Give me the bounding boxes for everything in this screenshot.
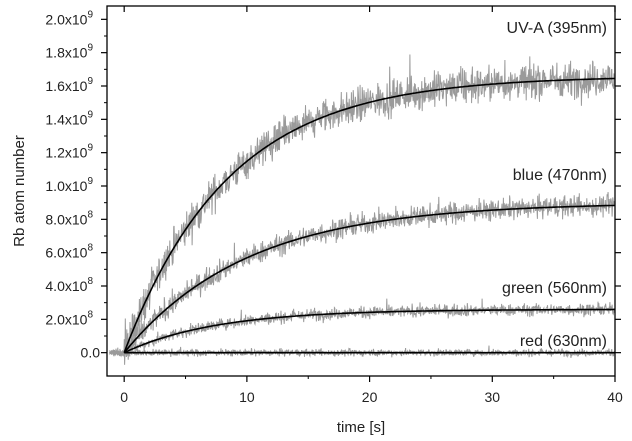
series-label-0: UV-A (395nm) (507, 20, 607, 37)
ticks-layer (101, 6, 621, 382)
series-1-data (109, 192, 616, 358)
series-0-fit (123, 77, 615, 353)
series-label-1: blue (470nm) (513, 167, 607, 184)
fit-layer (123, 77, 616, 354)
y-tick-label: 1.8x109 (45, 43, 93, 61)
x-tick-label: 10 (239, 389, 255, 405)
series-label-2: green (560nm) (502, 280, 607, 297)
series-0-data (109, 54, 616, 365)
y-tick-label: 6.0x108 (45, 243, 93, 261)
y-tick-label: 8.0x108 (45, 209, 93, 227)
y-tick-label: 4.0x108 (45, 276, 93, 294)
x-tick-label: 40 (607, 389, 623, 405)
labels-layer: UV-A (395nm) blue (470nm) green (560nm) red… (45, 9, 623, 405)
series-3-data (109, 345, 616, 359)
data-layer (109, 54, 616, 365)
plot-frame (106, 5, 616, 377)
x-tick-label: 0 (120, 389, 128, 405)
x-tick-label: 20 (362, 389, 378, 405)
series-2-fit (123, 308, 615, 354)
y-tick-label: 1.0x109 (45, 176, 93, 194)
y-tick-label: 1.6x109 (45, 76, 93, 94)
series-label-3: red (630nm) (520, 333, 607, 350)
y-tick-label: 2.0x108 (45, 309, 93, 327)
x-axis-title: time [s] (337, 419, 385, 436)
y-tick-label: 1.2x109 (45, 143, 93, 161)
x-tick-label: 30 (485, 389, 501, 405)
y-tick-label: 1.4x109 (45, 109, 93, 127)
y-tick-label: 0.0 (81, 345, 101, 361)
y-axis-title: Rb atom number (11, 135, 28, 247)
y-tick-label: 2.0x109 (45, 9, 93, 27)
series-1-fit (123, 204, 616, 354)
